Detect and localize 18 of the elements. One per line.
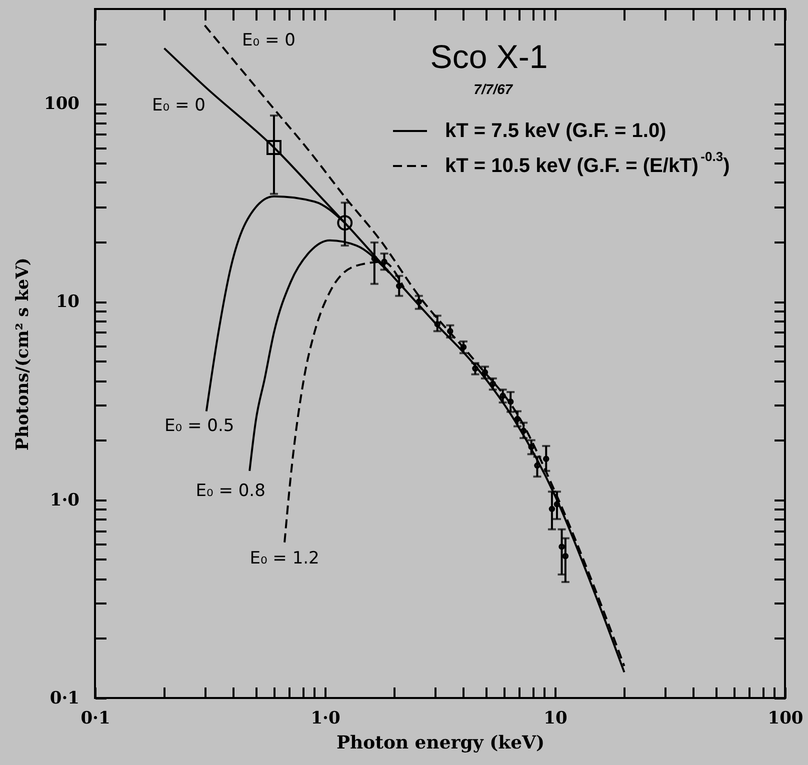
legend-label: kT = 7.5 keV (G.F. = 1.0) bbox=[445, 120, 666, 142]
text: 7/7/67 bbox=[474, 81, 514, 97]
y-tick-label: 100 bbox=[44, 94, 80, 114]
text: Sco X-1 bbox=[430, 38, 548, 75]
y-tick-label: 1·0 bbox=[50, 490, 80, 510]
annotation: E₀ = 0.8 bbox=[196, 480, 266, 501]
x-tick-label: 0·1 bbox=[80, 708, 110, 728]
x-tick-label: 10 bbox=[544, 708, 568, 728]
y-axis-title: Photons/(cm² s keV) bbox=[13, 258, 34, 450]
annotation: E₀ = 0 bbox=[152, 95, 206, 116]
annotation: E₀ = 1.2 bbox=[250, 548, 320, 568]
x-tick-label: 100 bbox=[768, 708, 804, 728]
y-tick-label: 0·1 bbox=[50, 688, 80, 708]
x-axis-title: Photon energy (keV) bbox=[336, 732, 545, 754]
annotation: E₀ = 0 bbox=[242, 30, 296, 50]
y-tick-label: 10 bbox=[56, 292, 80, 312]
x-tick-label: 1·0 bbox=[310, 708, 340, 728]
annotation: E₀ = 0.5 bbox=[164, 416, 234, 436]
